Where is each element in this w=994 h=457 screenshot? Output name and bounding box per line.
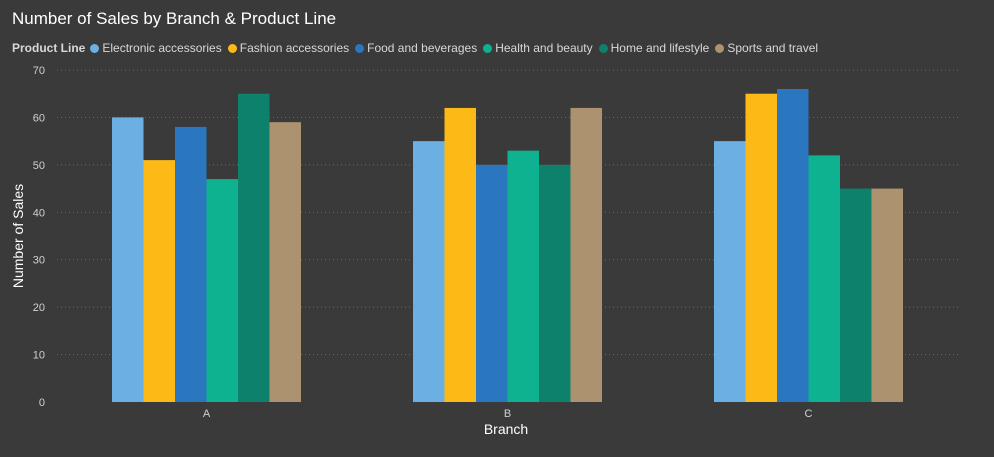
x-tick-label: B — [504, 408, 511, 420]
y-axis-title: Number of Sales — [10, 184, 26, 288]
y-tick-label: 40 — [33, 207, 45, 219]
bar-c-health-and-beauty[interactable] — [808, 155, 841, 402]
legend-item-home-and-lifestyle[interactable]: Home and lifestyle — [598, 41, 710, 55]
legend-label: Sports and travel — [727, 41, 819, 55]
bar-b-home-and-lifestyle[interactable] — [539, 164, 571, 402]
legend: Product Line Electronic accessories Fash… — [12, 40, 824, 56]
legend-label: Home and lifestyle — [610, 41, 710, 55]
legend-marker — [483, 43, 493, 53]
y-tick-label: 70 — [33, 65, 45, 77]
legend-item-electronic-accessories[interactable]: Electronic accessories — [90, 41, 222, 55]
legend-label: Health and beauty — [495, 41, 593, 55]
legend-label: Electronic accessories — [102, 41, 222, 55]
legend-item-sports-and-travel[interactable]: Sports and travel — [715, 41, 818, 55]
bar-a-electronic-accessories[interactable] — [112, 117, 144, 402]
bar-c-fashion-accessories[interactable] — [745, 93, 778, 402]
legend-marker — [227, 43, 237, 53]
legend-title: Product Line — [12, 41, 86, 55]
x-axis-title: Branch — [484, 421, 528, 437]
y-tick-label: 0 — [39, 397, 45, 409]
legend-item-food-and-beverages[interactable]: Food and beverages — [355, 41, 477, 55]
y-tick-label: 30 — [33, 255, 45, 267]
bar-b-food-and-beverages[interactable] — [476, 164, 508, 402]
bars — [112, 88, 904, 403]
y-tick-label: 20 — [33, 302, 45, 314]
bar-a-fashion-accessories[interactable] — [143, 160, 176, 402]
y-axis-ticks: 0 10 20 30 40 50 60 70 — [33, 65, 45, 409]
legend-item-fashion-accessories[interactable]: Fashion accessories — [227, 41, 350, 55]
legend-label: Food and beverages — [367, 41, 478, 55]
x-axis-ticks: A B C — [203, 408, 813, 420]
bar-b-electronic-accessories[interactable] — [413, 141, 445, 402]
bar-c-sports-and-travel[interactable] — [871, 188, 904, 402]
y-tick-label: 10 — [33, 350, 45, 362]
y-tick-label: 60 — [33, 112, 45, 124]
bar-c-food-and-beverages[interactable] — [777, 88, 809, 402]
x-tick-label: A — [203, 408, 211, 420]
legend-marker — [598, 43, 608, 53]
y-tick-label: 50 — [33, 160, 45, 172]
x-tick-label: C — [805, 408, 813, 420]
bar-b-health-and-beauty[interactable] — [507, 150, 540, 402]
bar-a-home-and-lifestyle[interactable] — [238, 93, 270, 402]
chart-title: Number of Sales by Branch & Product Line — [12, 9, 337, 28]
bar-a-health-and-beauty[interactable] — [206, 179, 239, 402]
bar-a-sports-and-travel[interactable] — [269, 122, 302, 403]
bar-c-electronic-accessories[interactable] — [714, 141, 746, 402]
legend-marker — [355, 43, 365, 53]
bar-c-home-and-lifestyle[interactable] — [840, 188, 872, 402]
bar-b-sports-and-travel[interactable] — [570, 107, 603, 402]
legend-marker — [715, 43, 725, 53]
bar-a-food-and-beverages[interactable] — [175, 126, 207, 403]
legend-item-health-and-beauty[interactable]: Health and beauty — [483, 41, 593, 55]
legend-marker — [90, 43, 100, 53]
legend-label: Fashion accessories — [239, 41, 350, 55]
bar-b-fashion-accessories[interactable] — [444, 107, 477, 402]
